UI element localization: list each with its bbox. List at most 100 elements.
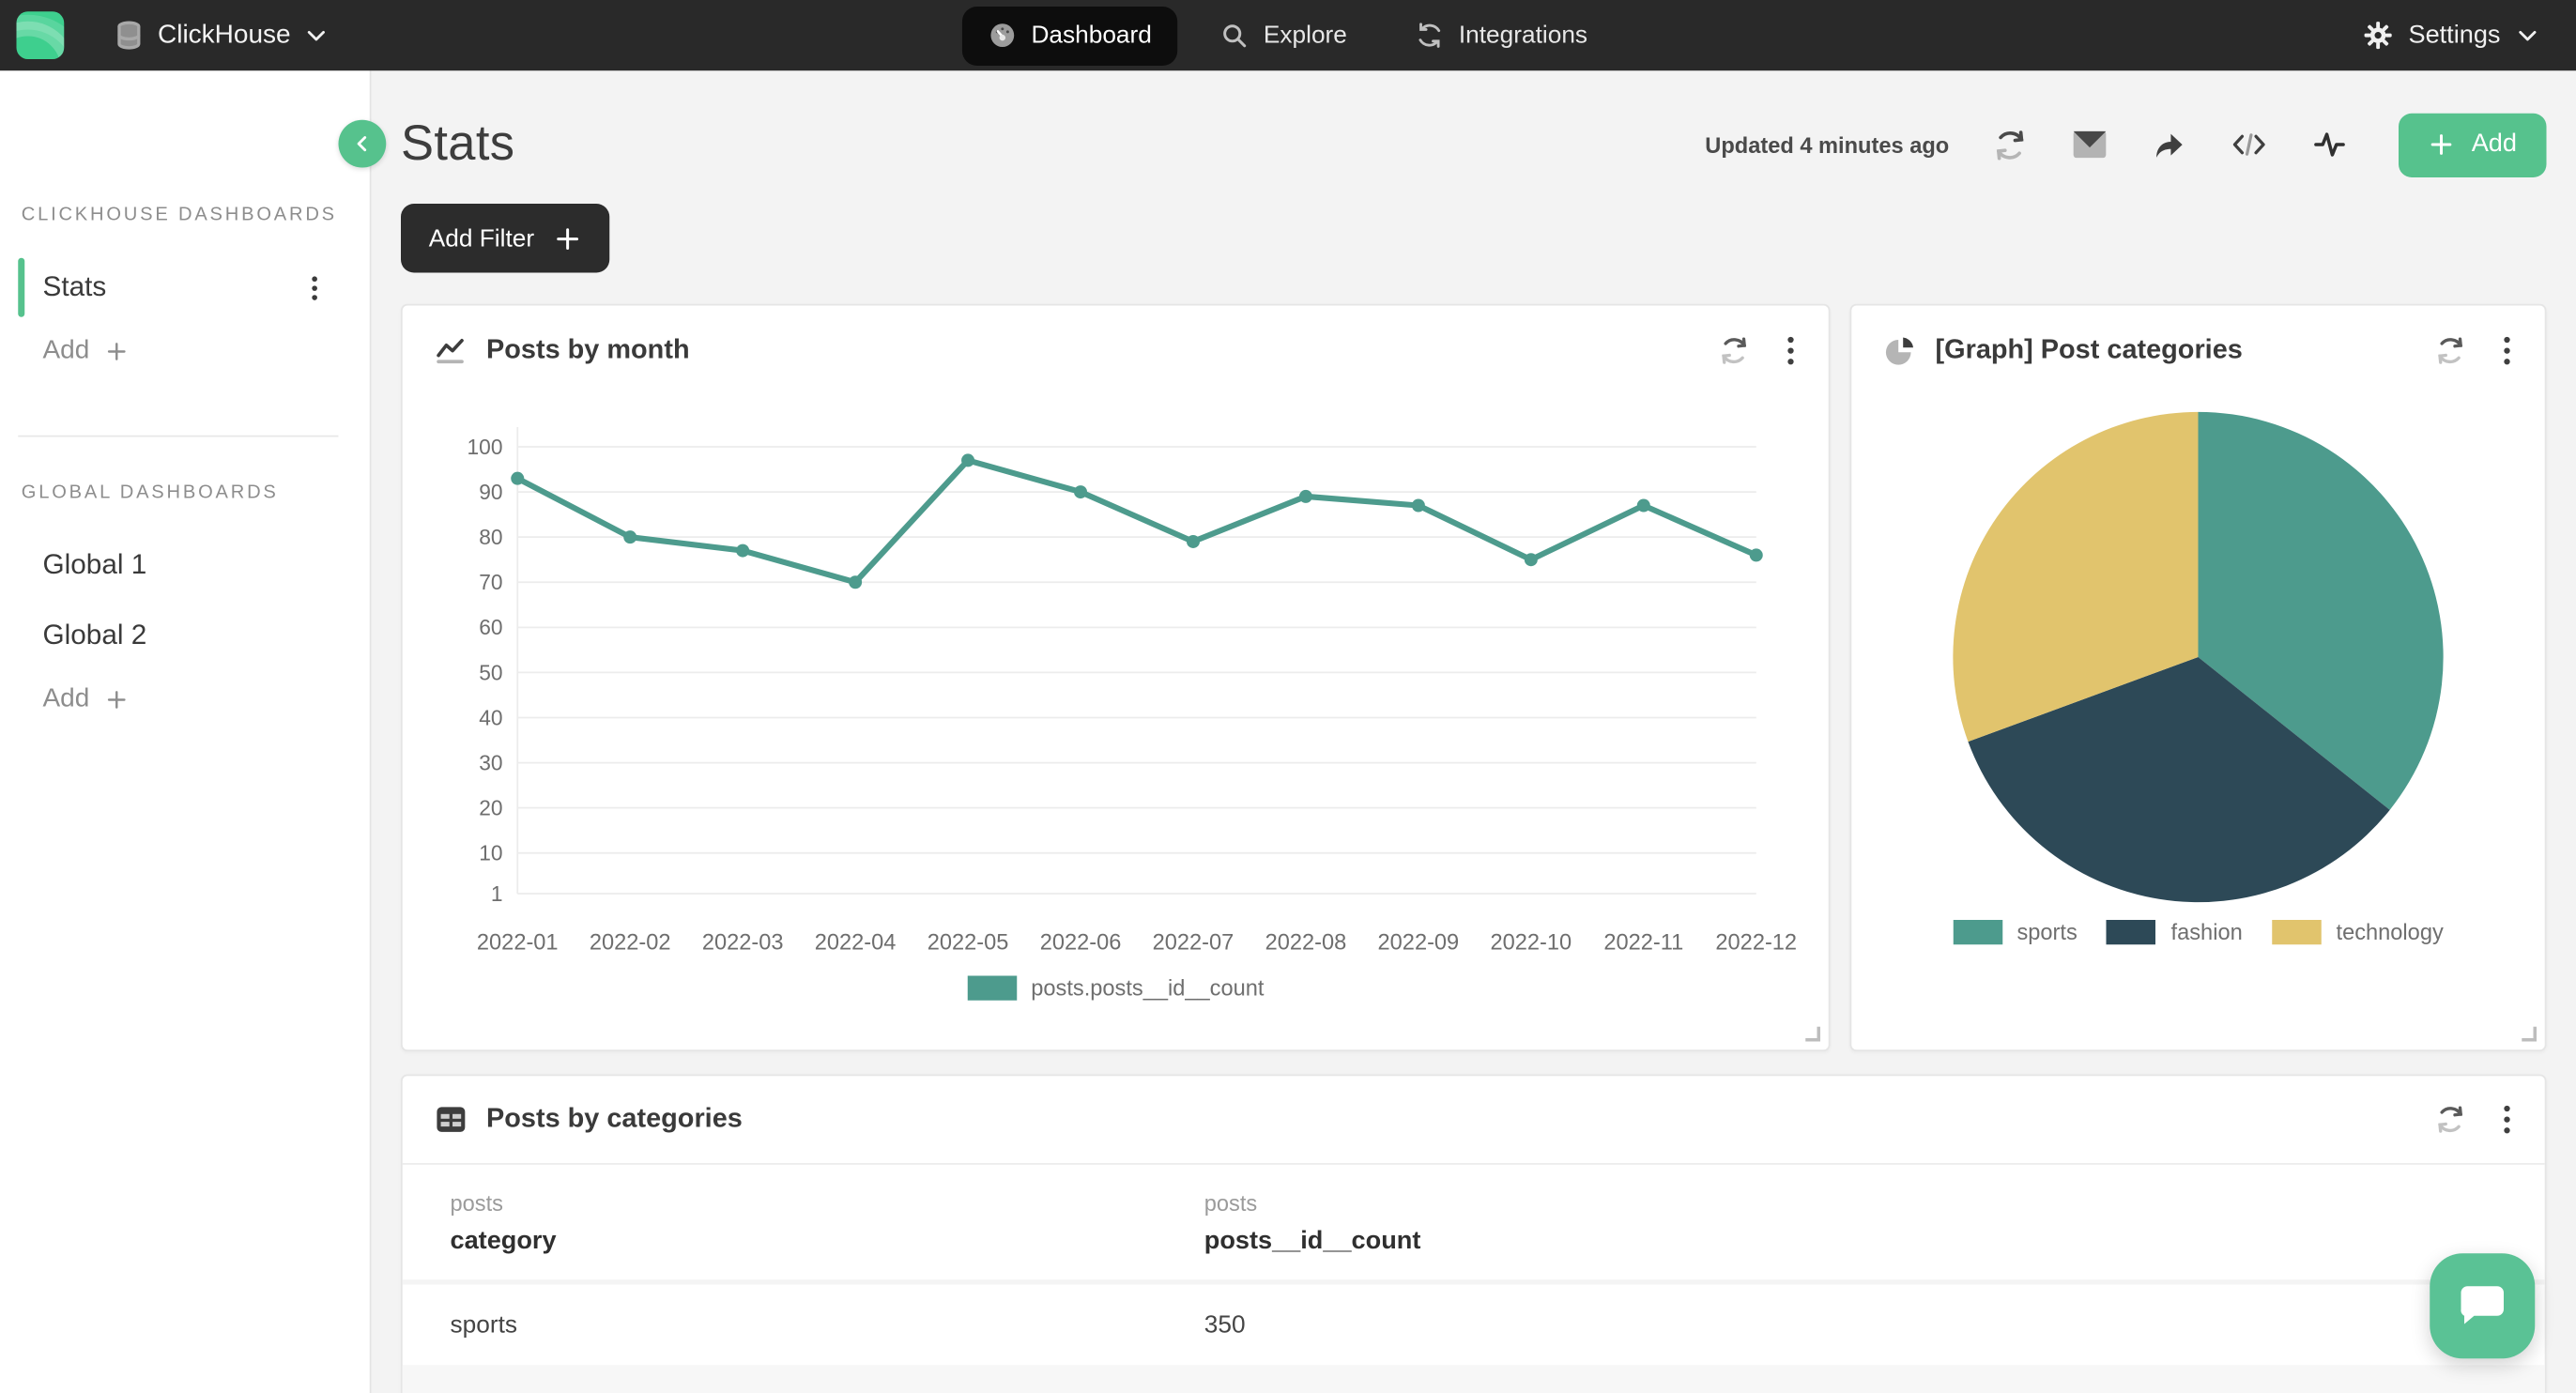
line-chart-svg[interactable]: 1 10 20 30 40 50 60 70 80 90 100 2022-01 2022-02 2022… — [436, 405, 1800, 963]
legend-label: technology — [2336, 920, 2444, 945]
line-chart-area[interactable]: 1 10 20 30 40 50 60 70 80 90 100 2022-01 2022-02 2022… — [403, 394, 1829, 963]
pie-chart-card: [Graph] Post categories — [1849, 303, 2547, 1051]
sidebar-item-global-2[interactable]: Global 2 — [0, 605, 370, 667]
svg-text:2022-12: 2022-12 — [1715, 931, 1797, 956]
legend-label: sports — [2016, 920, 2078, 945]
refresh-icon[interactable] — [2435, 334, 2466, 365]
svg-text:40: 40 — [479, 705, 502, 729]
share-icon[interactable] — [2153, 128, 2187, 162]
cell-count: 330 — [1204, 1391, 2545, 1393]
top-navbar: ClickHouse Dashboard Explore — [0, 0, 2576, 71]
chevron-down-icon — [304, 23, 329, 48]
tab-explore[interactable]: Explore — [1194, 6, 1373, 65]
app-logo[interactable] — [16, 11, 65, 59]
add-global-dashboard-button[interactable]: Add — [43, 685, 130, 715]
sidebar-item-stats[interactable]: Stats — [0, 256, 370, 319]
svg-text:2022-05: 2022-05 — [928, 931, 1009, 956]
page-header: Stats Updated 4 minutes ago — [401, 107, 2547, 183]
main-content: Stats Updated 4 minutes ago — [372, 70, 2576, 1393]
add-filter-label: Add Filter — [428, 223, 535, 253]
svg-text:100: 100 — [468, 435, 503, 459]
table-icon — [436, 1104, 467, 1135]
svg-text:2022-01: 2022-01 — [477, 931, 559, 956]
kebab-menu-icon[interactable] — [2502, 1104, 2512, 1135]
legend-label: fashion — [2170, 920, 2243, 945]
legend-swatch — [2272, 920, 2322, 945]
workspace-name: ClickHouse — [158, 20, 291, 49]
cell-count: 350 — [1204, 1310, 1246, 1339]
legend-swatch — [966, 975, 1017, 1001]
legend-item[interactable]: posts.posts__id__count — [966, 975, 1265, 1001]
pie-chart-area[interactable] — [1851, 394, 2545, 911]
refresh-icon[interactable] — [1719, 334, 1750, 365]
svg-text:80: 80 — [479, 525, 502, 549]
column-group-label: posts — [1204, 1190, 1258, 1216]
add-filter-button[interactable]: Add Filter — [401, 204, 610, 273]
active-indicator — [18, 257, 25, 317]
svg-text:30: 30 — [479, 750, 502, 774]
chart-legend: sports fashion technology — [1851, 920, 2545, 945]
add-button-label: Add — [2471, 130, 2517, 158]
cell-category: sports — [450, 1310, 518, 1339]
sync-icon — [1416, 22, 1444, 50]
database-icon — [114, 20, 145, 51]
svg-text:1: 1 — [491, 881, 503, 906]
tab-integrations[interactable]: Integrations — [1389, 6, 1614, 65]
email-icon[interactable] — [2072, 130, 2108, 160]
svg-text:2022-02: 2022-02 — [590, 931, 671, 956]
resize-handle[interactable] — [2522, 1026, 2537, 1042]
column-header-count[interactable]: posts__id__count — [1204, 1227, 1421, 1255]
legend-item[interactable]: technology — [2272, 920, 2444, 945]
svg-text:60: 60 — [479, 615, 502, 639]
sidebar-collapse-button[interactable] — [338, 119, 387, 168]
svg-text:2022-03: 2022-03 — [702, 931, 784, 956]
chevron-down-icon — [2515, 23, 2539, 48]
add-dashboard-button[interactable]: Add — [43, 337, 130, 367]
data-table: posts category posts posts__id__count sp… — [402, 1165, 2545, 1393]
column-header-category[interactable]: category — [450, 1227, 557, 1255]
add-label: Add — [42, 336, 90, 365]
plus-icon — [106, 340, 130, 363]
svg-text:2022-10: 2022-10 — [1491, 931, 1572, 956]
chart-legend: posts.posts__id__count — [403, 975, 1829, 1001]
tab-dashboard[interactable]: Dashboard — [961, 6, 1178, 66]
legend-item[interactable]: fashion — [2107, 920, 2243, 945]
pie-chart-svg[interactable] — [1884, 405, 2512, 911]
kebab-menu-icon[interactable] — [1786, 334, 1796, 365]
legend-swatch — [2107, 920, 2156, 945]
resize-handle[interactable] — [1805, 1026, 1820, 1042]
line-chart-icon — [436, 334, 467, 365]
workspace-selector[interactable]: ClickHouse — [114, 20, 329, 51]
legend-label: posts.posts__id__count — [1031, 975, 1265, 1001]
line-chart-card: Posts by month 1 10 20 30 40 50 60 70 80 90 100 202… — [401, 303, 1831, 1051]
add-button[interactable]: Add — [2399, 112, 2547, 177]
plus-icon — [554, 224, 582, 253]
card-header: [Graph] Post categories — [1851, 306, 2545, 395]
cell-category: fashion — [403, 1391, 1204, 1393]
sidebar-section-title: CLICKHOUSE DASHBOARDS — [21, 205, 337, 225]
table-column-headers: posts category posts posts__id__count — [402, 1165, 2545, 1285]
tab-label: Dashboard — [1031, 21, 1152, 50]
settings-menu[interactable]: Settings — [2362, 20, 2576, 51]
svg-text:2022-08: 2022-08 — [1265, 931, 1347, 956]
sidebar: CLICKHOUSE DASHBOARDS Stats Add GLOBAL D… — [0, 70, 372, 1393]
kebab-menu-icon[interactable] — [302, 273, 327, 301]
refresh-icon[interactable] — [1993, 128, 2028, 162]
sidebar-divider — [18, 435, 339, 437]
svg-text:70: 70 — [479, 570, 502, 594]
legend-item[interactable]: sports — [1953, 920, 2078, 945]
table-row: fashion 330 — [402, 1365, 2545, 1393]
search-icon — [1220, 22, 1249, 50]
chat-widget-button[interactable] — [2430, 1253, 2536, 1359]
header-actions: Updated 4 minutes ago — [1705, 112, 2547, 177]
kebab-menu-icon[interactable] — [2502, 334, 2512, 365]
code-icon[interactable] — [2231, 129, 2268, 161]
activity-icon[interactable] — [2312, 129, 2349, 161]
sidebar-item-global-1[interactable]: Global 1 — [0, 534, 370, 597]
plus-icon — [2429, 131, 2455, 158]
sidebar-section-title: GLOBAL DASHBOARDS — [21, 482, 279, 503]
sidebar-item-label: Global 2 — [42, 619, 147, 651]
svg-text:90: 90 — [479, 480, 502, 504]
refresh-icon[interactable] — [2435, 1104, 2466, 1135]
